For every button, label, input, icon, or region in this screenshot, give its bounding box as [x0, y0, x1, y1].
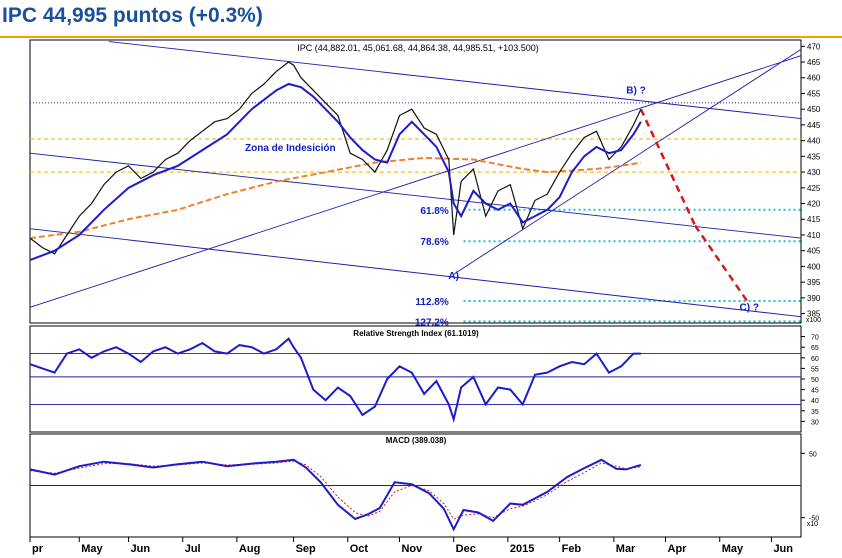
price-panel-frame: [29, 39, 802, 324]
price-y-tick-label: 440: [807, 137, 821, 146]
rsi-y-tick-label: 60: [811, 356, 819, 363]
x-tick-label: Feb: [562, 543, 582, 555]
price-y-tick-label: 390: [807, 294, 821, 303]
x-tick-label: Jun: [773, 543, 793, 555]
x-tick-label: Dec: [456, 543, 476, 555]
short-moving-average-line: [29, 82, 642, 262]
forecast-path-segment: [639, 108, 697, 227]
price-y-tick-label: 450: [807, 105, 821, 114]
technical-chart: 61.8% 78.6% 112.8% 127.2% 385 390 395 400 405 41…: [29, 39, 821, 555]
rsi-panel: 30 35 40 45 50 55 60 65 70 Relative Strength Ind…: [29, 325, 819, 433]
fib-level-label: 112.8%: [415, 297, 448, 308]
page-title: IPC 44,995 puntos (+0.3%): [2, 4, 263, 27]
ohlc-label: IPC (44,882.01, 45,061.68, 44,864.38, 44…: [297, 43, 538, 53]
x-tick-label: Mar: [616, 543, 636, 555]
price-y-tick-label: 395: [807, 278, 821, 287]
rsi-y-tick-label: 65: [811, 345, 819, 352]
rsi-y-tick-label: 55: [811, 366, 819, 373]
x-tick-label: May: [81, 543, 103, 555]
price-panel: 61.8% 78.6% 112.8% 127.2% 385 390 395 400 405 41…: [29, 39, 821, 328]
price-line: [29, 61, 642, 255]
x-axis: pr May Jun Jul Aug Sep Oct Nov Dec 2015 Feb Mar Apr M…: [29, 537, 793, 555]
rsi-line: [29, 337, 641, 424]
price-y-tick-label: 415: [807, 215, 821, 224]
rsi-y-tick-label: 30: [811, 419, 819, 426]
rsi-title: Relative Strength Index (61.1019): [353, 329, 479, 338]
x-tick-label: Oct: [350, 543, 369, 555]
price-y-tick-label: 445: [807, 121, 821, 130]
x-tick-label: 2015: [510, 543, 534, 555]
macd-title: MACD (389.038): [386, 436, 447, 445]
price-y-tick-label: 400: [807, 262, 821, 271]
fib-level-label: 61.8%: [420, 206, 448, 217]
x-tick-label: Nov: [401, 543, 423, 555]
x-tick-label: Apr: [668, 543, 688, 555]
rsi-y-tick-label: 50: [811, 377, 819, 384]
zone-label: Zona de Indesición: [245, 143, 336, 154]
rsi-y-tick-label: 45: [811, 388, 819, 395]
macd-scale-label: x10: [807, 521, 818, 528]
trendline: [453, 49, 802, 275]
fib-level-label: 78.6%: [420, 237, 448, 248]
rsi-y-tick-label: 35: [811, 409, 819, 416]
price-y-tick-label: 470: [807, 42, 821, 51]
price-scale-label: x100: [806, 317, 821, 324]
title-rule: [0, 36, 842, 38]
trendline: [29, 152, 802, 239]
long-moving-average-line: [29, 156, 642, 240]
macd-y-tick-label: -50: [809, 516, 819, 523]
rsi-y-tick-label: 40: [811, 398, 819, 405]
x-tick-label: Jul: [185, 543, 201, 555]
trendline: [29, 55, 802, 308]
price-y-tick-label: 410: [807, 231, 821, 240]
x-tick-label: pr: [32, 543, 44, 555]
price-y-tick-label: 385: [807, 310, 821, 319]
wave-label: B) ?: [626, 85, 645, 96]
price-y-tick-label: 465: [807, 58, 821, 67]
x-tick-label: Jun: [131, 543, 151, 555]
price-y-tick-label: 430: [807, 168, 821, 177]
macd-line: [29, 458, 642, 532]
x-tick-label: Aug: [239, 543, 260, 555]
x-tick-label: Sep: [296, 543, 316, 555]
trendline: [108, 41, 802, 120]
price-y-tick-label: 455: [807, 89, 821, 98]
price-y-tick-label: 420: [807, 200, 821, 209]
fib-level-label: 127.2%: [415, 317, 449, 328]
wave-label: A): [448, 271, 459, 282]
wave-label: C) ?: [740, 302, 759, 313]
price-y-tick-label: 425: [807, 184, 821, 193]
forecast-path-segment: [694, 224, 751, 305]
x-tick-label: May: [722, 543, 744, 555]
price-y-tick-label: 405: [807, 247, 821, 256]
price-y-tick-label: 460: [807, 74, 821, 83]
rsi-y-tick-label: 70: [811, 335, 819, 342]
macd-y-tick-label: 50: [809, 451, 817, 458]
price-y-tick-label: 435: [807, 152, 821, 161]
trendline: [29, 228, 802, 318]
macd-panel: 50 -50 MACD (389.038) x10: [29, 433, 819, 538]
